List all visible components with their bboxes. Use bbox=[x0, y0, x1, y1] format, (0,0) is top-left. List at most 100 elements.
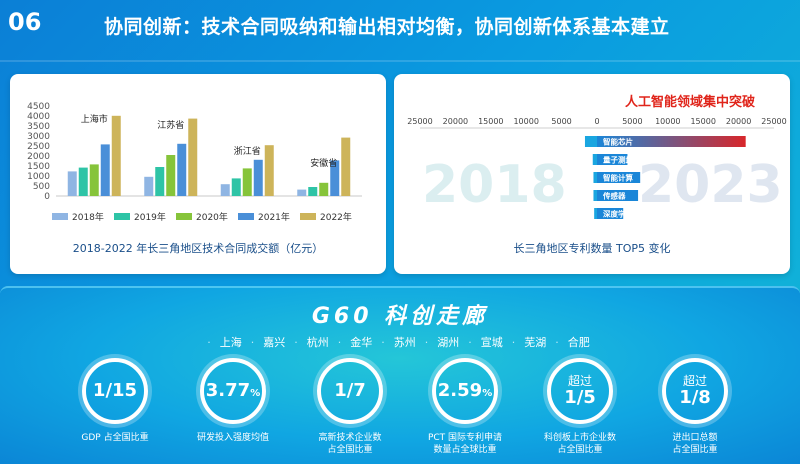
stat-value: 1/5 bbox=[564, 386, 596, 408]
page-title: 协同创新：技术合同吸纳和输出相对均衡，协同创新体系基本建立 bbox=[104, 16, 670, 38]
category-label: 上海市 bbox=[81, 113, 108, 125]
stat-label-line: 研发投入强度均值 bbox=[196, 433, 269, 443]
stat-value: 1/7 bbox=[334, 382, 366, 400]
x-tick-label: 25000 bbox=[761, 117, 786, 126]
city-separator: · bbox=[294, 336, 298, 349]
x-tick-label: 20000 bbox=[443, 117, 468, 126]
city-item: 杭州 bbox=[306, 336, 329, 349]
stat-ring: 1/7 bbox=[317, 358, 383, 424]
bar-2018年 bbox=[144, 176, 154, 196]
city-item: 湖州 bbox=[437, 336, 460, 349]
city-item: 宣城 bbox=[480, 336, 503, 349]
stat-value-text: 1/8 bbox=[679, 386, 711, 408]
stat-label-line: GDP 占全国比重 bbox=[81, 433, 149, 443]
bar-2018年 bbox=[297, 189, 307, 196]
contract-chart-card: 0 500 1000 1500 2000 2500 3000 3500 4000 4500 上海市江… bbox=[10, 74, 386, 274]
stat-ring: 2.59% bbox=[432, 358, 498, 424]
y-tick-label: 1000 bbox=[27, 172, 50, 182]
bar-2023 bbox=[597, 208, 624, 219]
y-tick-label: 1500 bbox=[27, 162, 50, 172]
stat-ring: 超过 1/5 bbox=[547, 358, 613, 424]
bar-2018年 bbox=[220, 184, 230, 196]
patent-chart-caption: 长三角地区专利数量 TOP5 变化 bbox=[513, 242, 671, 255]
watermark-year-left: 2018 bbox=[422, 155, 567, 215]
city-list: · 上海 · 嘉兴 · 杭州 · 金华 · 苏州 · 湖州 · 宣城 · 芜湖 · 合肥 bbox=[0, 334, 800, 350]
x-tick-label: 5000 bbox=[551, 117, 571, 126]
stat-value: 3.77% bbox=[206, 382, 260, 400]
stat-item: 3.77% 研发投入强度均值 bbox=[173, 358, 293, 444]
category-label: 江苏省 bbox=[157, 119, 184, 131]
stat-item: 2.59% PCT 国际专利申请 数量占全球比重 bbox=[405, 358, 525, 456]
legend-swatch bbox=[52, 213, 68, 220]
stat-suffix: % bbox=[250, 388, 261, 399]
legend-swatch bbox=[238, 213, 254, 220]
bar-2018 bbox=[593, 172, 597, 183]
patent-chart-card: 2018 2023 人工智能领域集中突破 25000 20000 15000 10000 50… bbox=[394, 74, 790, 274]
header-divider bbox=[0, 60, 800, 62]
category-label: 浙江省 bbox=[234, 145, 261, 157]
city-item: 芜湖 bbox=[524, 336, 547, 349]
stat-item: 1/15 GDP 占全国比重 bbox=[55, 358, 175, 444]
stat-value: 2.59% bbox=[438, 382, 492, 400]
patent-bar-chart: 2018 2023 人工智能领域集中突破 25000 20000 15000 10000 50… bbox=[407, 94, 787, 219]
bar-2018 bbox=[593, 190, 597, 201]
city-item: 嘉兴 bbox=[263, 336, 286, 349]
g60-section: G60 科创走廊 · 上海 · 嘉兴 · 杭州 · 金华 · 苏州 · 湖州 · 宣城 · 芜湖 · 合肥 1/1… bbox=[0, 286, 800, 464]
stat-label-line: 占全国比重 bbox=[557, 445, 603, 456]
stat-value-text: 1/7 bbox=[334, 380, 366, 401]
stat-suffix: % bbox=[482, 388, 493, 399]
city-item: 苏州 bbox=[393, 336, 416, 349]
bar-2019年 bbox=[231, 178, 241, 196]
y-tick-label: 4000 bbox=[27, 112, 50, 122]
x-tick-label: 20000 bbox=[726, 117, 751, 126]
stat-item: 超过 1/5 科创板上市企业数 占全国比重 bbox=[520, 358, 640, 456]
category-label: 安徽省 bbox=[310, 157, 337, 169]
category-label: 智能芯片 bbox=[603, 137, 633, 147]
legend-label: 2018年 bbox=[72, 211, 104, 223]
stat-prefix: 超过 bbox=[567, 374, 592, 389]
stat-label: GDP 占全国比重 bbox=[55, 432, 175, 444]
watermark-year-right: 2023 bbox=[638, 155, 783, 215]
bar-2023 bbox=[597, 154, 628, 165]
stat-ring: 超过 1/8 bbox=[662, 358, 728, 424]
city-separator: · bbox=[337, 336, 342, 349]
category-label: 智能计算 bbox=[603, 173, 633, 183]
bar-2019年 bbox=[155, 167, 165, 196]
bar-2020年 bbox=[242, 168, 252, 196]
bar-2021年 bbox=[177, 143, 187, 196]
bar-2018年 bbox=[67, 171, 77, 196]
stat-value-text: 3.77 bbox=[205, 380, 251, 401]
legend-label: 2022年 bbox=[320, 211, 352, 223]
bar-2022年 bbox=[188, 118, 198, 196]
stat-label: PCT 国际专利申请 数量占全球比重 bbox=[405, 432, 525, 456]
y-tick-label: 2000 bbox=[27, 152, 50, 162]
legend-swatch bbox=[300, 213, 316, 220]
city-separator: · bbox=[555, 336, 559, 349]
section-number: 06 bbox=[8, 8, 42, 36]
legend-swatch bbox=[114, 213, 130, 220]
patent-chart-title: 人工智能领域集中突破 bbox=[625, 94, 755, 110]
stat-value-text: 2.59 bbox=[437, 380, 483, 401]
bar-2021年 bbox=[330, 160, 340, 196]
city-separator: · bbox=[250, 336, 255, 349]
category-label: 传感器 bbox=[602, 191, 626, 201]
y-tick-label: 3500 bbox=[27, 122, 50, 132]
stat-item: 1/7 高新技术企业数 占全国比重 bbox=[290, 358, 410, 456]
bar-2022年 bbox=[264, 145, 274, 196]
stat-label-line: PCT 国际专利申请 bbox=[427, 433, 503, 443]
stat-ring: 1/15 bbox=[82, 358, 148, 424]
stat-label: 进出口总额 占全国比重 bbox=[635, 432, 755, 456]
bar-2022年 bbox=[341, 137, 351, 196]
bar-2022年 bbox=[111, 115, 121, 196]
bar-2019年 bbox=[308, 187, 318, 196]
city-separator: · bbox=[511, 336, 516, 349]
category-label: 量子测量 bbox=[603, 155, 633, 165]
city-item: 金华 bbox=[350, 336, 373, 349]
legend-label: 2021年 bbox=[258, 211, 290, 223]
bar-2023 bbox=[597, 136, 746, 147]
stat-prefix: 超过 bbox=[682, 374, 707, 389]
stat-value-text: 1/5 bbox=[564, 386, 596, 408]
contract-chart-caption: 2018-2022 年长三角地区技术合同成交额（亿元） bbox=[72, 242, 324, 255]
